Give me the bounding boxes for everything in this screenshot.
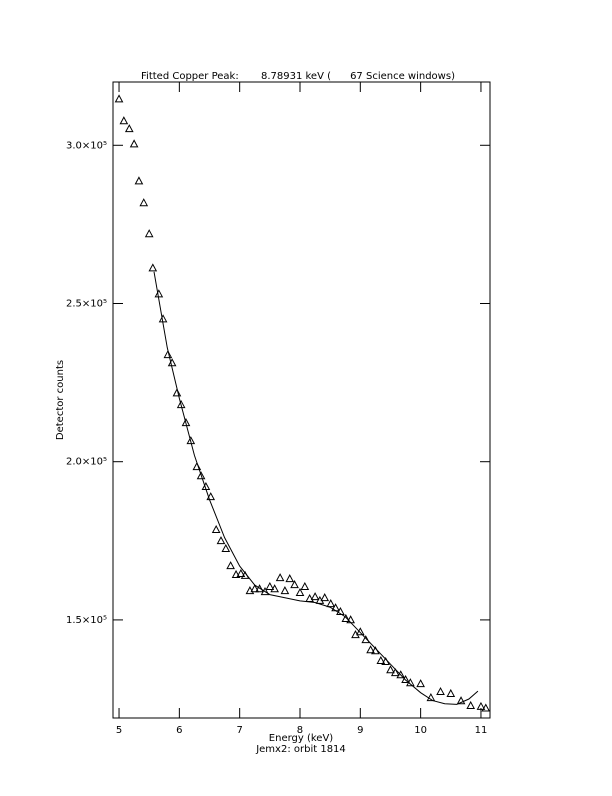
- data-point: [275, 573, 285, 582]
- data-point: [396, 670, 406, 679]
- x-tick-label: 10: [414, 725, 427, 736]
- data-point: [416, 679, 425, 688]
- data-point: [446, 688, 456, 697]
- data-point: [326, 599, 336, 608]
- data-point: [401, 674, 410, 684]
- y-tick-label: 1.5×10⁵: [66, 615, 107, 626]
- x-tick-label: 7: [236, 725, 242, 736]
- data-point: [231, 569, 241, 578]
- data-point: [134, 176, 144, 185]
- data-point: [466, 700, 476, 709]
- x-tick-label: 9: [357, 725, 363, 736]
- data-point: [260, 587, 270, 596]
- data-point: [386, 665, 395, 674]
- data-point: [221, 543, 231, 553]
- plot-frame: [112, 81, 491, 719]
- x-axis-label: Energy (keV): [269, 733, 334, 744]
- data-point: [148, 263, 158, 272]
- data-point: [476, 701, 486, 710]
- data-point: [320, 593, 330, 602]
- data-point: [336, 606, 345, 615]
- data-point: [250, 584, 260, 593]
- data-point: [196, 471, 206, 480]
- data-point: [139, 198, 149, 207]
- data-point: [355, 627, 365, 636]
- data-point: [290, 580, 299, 589]
- subtitle: Jemx2: orbit 1814: [255, 744, 346, 755]
- data-point: [226, 561, 235, 570]
- data-point: [206, 492, 216, 501]
- data-point: [341, 613, 351, 622]
- data-point: [295, 587, 305, 597]
- x-tick-label: 6: [176, 725, 182, 736]
- data-point: [124, 124, 134, 133]
- data-point: [390, 668, 400, 677]
- data-point: [361, 635, 371, 644]
- data-point: [119, 116, 129, 125]
- fit-line: [153, 271, 479, 705]
- data-point: [255, 584, 264, 593]
- data-point: [172, 388, 182, 397]
- y-axis-label: Detector counts: [55, 360, 66, 440]
- data-point: [114, 94, 124, 103]
- data-point: [181, 418, 191, 427]
- data-point: [270, 584, 279, 593]
- data-point: [456, 696, 466, 705]
- y-tick-label: 2.0×10⁵: [66, 457, 107, 468]
- chart-title: Fitted Copper Peak: 8.78931 keV ( 67 Sci…: [141, 71, 455, 82]
- data-point: [436, 686, 445, 696]
- data-point: [154, 289, 164, 298]
- data-point: [310, 592, 320, 601]
- data-point: [426, 693, 436, 702]
- x-tick-label: 8: [297, 725, 303, 736]
- x-tick-label: 5: [116, 725, 122, 736]
- data-point: [300, 581, 310, 591]
- data-point: [211, 524, 221, 534]
- data-point: [285, 574, 295, 583]
- data-point: [216, 536, 226, 545]
- data-point: [144, 229, 154, 238]
- data-point: [236, 568, 246, 578]
- data-point: [129, 139, 139, 148]
- data-point: [265, 581, 275, 591]
- data-point: [176, 400, 186, 409]
- data-point: [280, 586, 290, 595]
- x-tick-label: 11: [475, 725, 488, 736]
- y-tick-label: 3.0×10⁵: [66, 140, 107, 151]
- data-point: [163, 350, 173, 359]
- data-point: [366, 645, 375, 654]
- data-point: [481, 703, 491, 712]
- data-point: [376, 655, 386, 665]
- y-tick-label: 2.5×10⁵: [66, 298, 107, 309]
- data-point: [167, 358, 177, 367]
